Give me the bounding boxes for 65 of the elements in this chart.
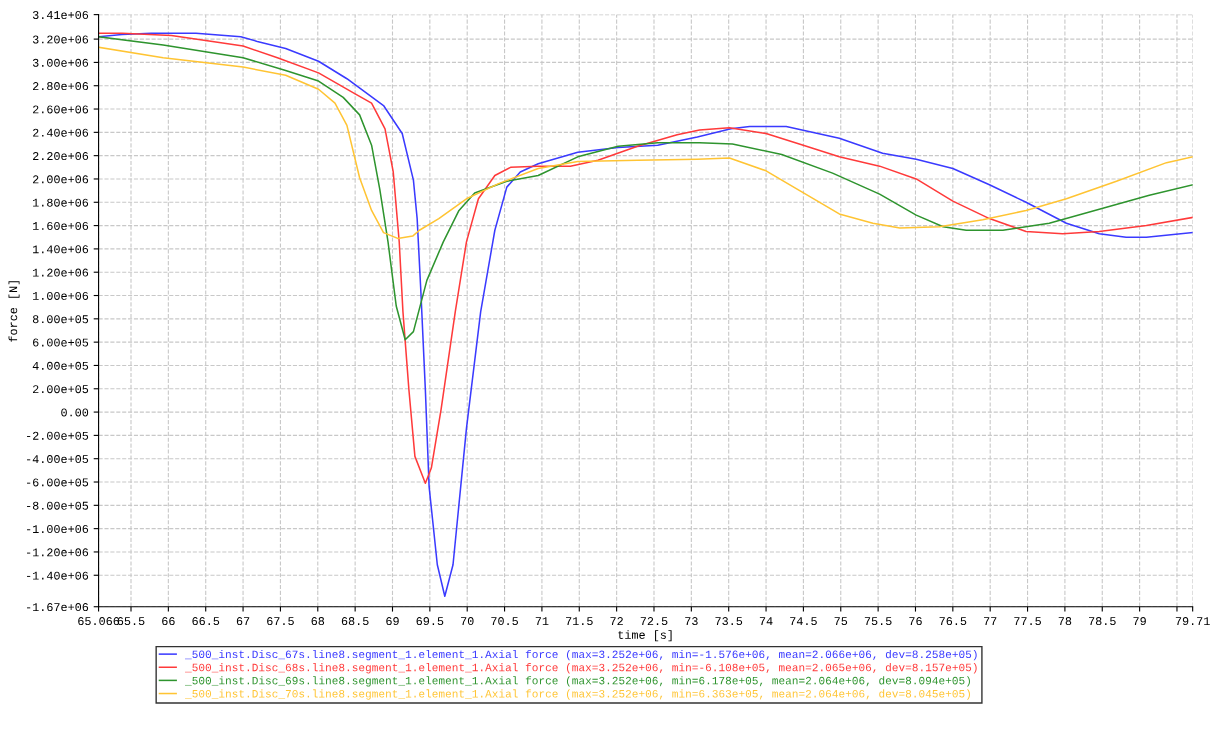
legend-label: _500_inst.Disc_68s.line8.segment_1.element_1.Axial force (max=3.252e+06, min=-6.108e+05, mean=2.065e+06, dev=8.157e+05) (185, 663, 977, 674)
y-tick-label: -1.00e+06 (27, 525, 89, 534)
x-tick-label: 72.5 (640, 617, 668, 626)
x-tick-label: 76 (909, 617, 922, 626)
x-tick-label: 67.5 (267, 617, 294, 626)
y-tick-label: 2.20e+06 (33, 152, 89, 161)
y-tick-label: 3.00e+06 (32, 58, 89, 67)
line-series (98, 32, 1193, 484)
x-tick-label: 72 (610, 617, 623, 626)
line-series (98, 36, 1193, 341)
x-tick-label: 70 (461, 617, 474, 626)
y-tick-label: -1.40e+06 (27, 571, 89, 580)
legend-label: _500_inst.Disc_69s.line8.segment_1.element_1.Axial force (max=3.252e+06, min=6.178e+05, mean=2.064e+06, dev=8.094e+05) (185, 676, 970, 687)
x-tick-label: 69.5 (416, 617, 444, 626)
y-tick-label: -6.00e+05 (27, 478, 89, 487)
y-tick-label: 3.20e+06 (32, 35, 89, 44)
x-tick-label: 74 (759, 617, 773, 626)
y-tick-label: 2.60e+06 (33, 105, 89, 114)
x-tick-label: 78.5 (1089, 617, 1116, 626)
y-tick-label: -2.00e+05 (27, 431, 89, 440)
x-tick-label: 66.5 (192, 617, 220, 626)
y-tick-label: -1.20e+06 (27, 548, 89, 557)
x-tick-label: 70.5 (491, 617, 518, 626)
y-tick-label: 4.00e+05 (32, 361, 89, 370)
y-tick-label: -4.00e+05 (27, 455, 89, 464)
y-tick-label: 3.41e+06 (32, 11, 89, 20)
x-tick-label: 74.5 (790, 617, 817, 626)
x-tick-label: 68 (311, 617, 325, 626)
y-tick-label: 1.20e+06 (33, 268, 89, 277)
y-tick-label: -8.00e+05 (27, 501, 89, 510)
y-tick-label: 2.00e+05 (33, 385, 89, 394)
x-tick-label: 73.5 (715, 617, 743, 626)
x-tick-label: 79.71 (1175, 617, 1210, 626)
y-tick-label: 8.00e+05 (32, 315, 89, 324)
x-axis-title: time [s] (618, 630, 672, 642)
x-tick-label: 66 (162, 617, 175, 626)
y-tick-label: 6.00e+05 (33, 338, 89, 347)
x-tick-label: 73 (685, 617, 698, 626)
y-tick-label: 0.00 (61, 408, 89, 417)
y-tick-label: 1.00e+06 (33, 291, 89, 300)
x-tick-label: 68.5 (341, 617, 369, 626)
legend-label: _500_inst.Disc_67s.line8.segment_1.element_1.Axial force (max=3.252e+06, min=-1.576e+06, mean=2.066e+06, dev=8.258e+05) (185, 649, 977, 661)
x-tick-label: 79 (1133, 617, 1146, 626)
x-tick-label: 65.066 (78, 617, 120, 626)
x-tick-label: 77.5 (1014, 617, 1041, 626)
y-tick-label: 1.60e+06 (33, 221, 89, 230)
y-tick-label: 2.00e+06 (33, 175, 89, 184)
x-tick-label: 71.5 (566, 617, 593, 626)
x-tick-label: 75.5 (864, 617, 892, 626)
x-tick-label: 78 (1058, 617, 1072, 626)
y-tick-label: 1.40e+06 (33, 245, 89, 254)
x-tick-label: 75 (834, 617, 848, 626)
y-tick-label: 2.80e+06 (33, 82, 89, 91)
x-tick-label: 67 (236, 617, 250, 626)
y-tick-label: 2.40e+06 (33, 128, 89, 137)
x-tick-label: 71 (535, 617, 549, 626)
x-tick-label: 76.5 (939, 617, 967, 626)
legend-label: _500_inst.Disc_70s.line8.segment_1.element_1.Axial force (max=3.252e+06, min=6.363e+05, mean=2.064e+06, dev=8.045e+05) (185, 689, 970, 700)
line-series (98, 46, 1193, 240)
y-tick-label: -1.67e+06 (27, 603, 89, 612)
x-tick-label: 77 (984, 617, 997, 626)
x-tick-label: 69 (386, 617, 399, 626)
x-tick-label: 65.5 (117, 617, 145, 626)
y-tick-label: 1.80e+06 (33, 198, 89, 207)
y-axis-title: force [N] (8, 281, 20, 342)
